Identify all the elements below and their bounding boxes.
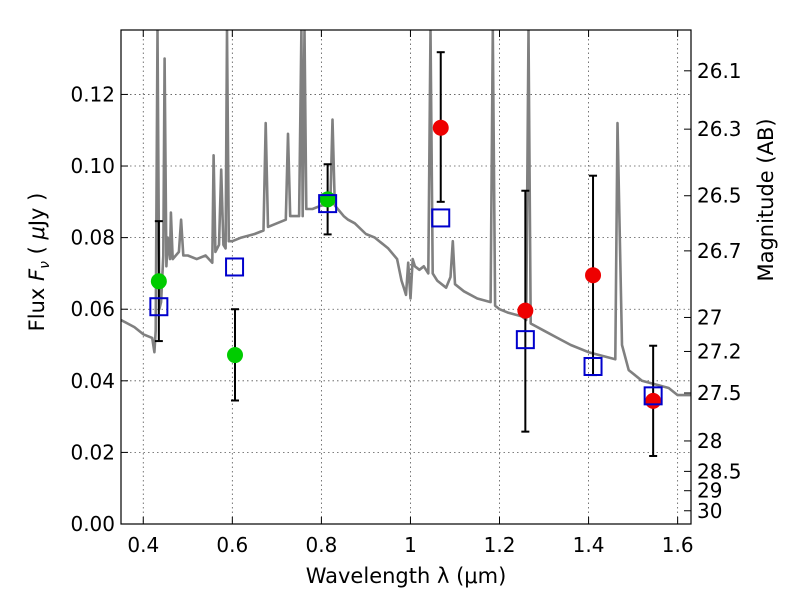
y2-tick-label: 27.5 xyxy=(697,381,742,405)
data-point-circle xyxy=(227,347,243,364)
data-point-square xyxy=(431,208,451,228)
axis-ticks xyxy=(121,30,691,525)
x-tick-label: 1.2 xyxy=(484,533,516,557)
y2-tick-label: 29 xyxy=(697,479,722,503)
y-tick-label: 0.00 xyxy=(70,512,115,536)
y2-tick-label: 30 xyxy=(697,499,722,523)
data-point-circle xyxy=(150,273,167,290)
data-point-square xyxy=(149,297,169,317)
data-point-circle xyxy=(517,302,534,319)
y2-tick-label: 27.2 xyxy=(697,339,742,363)
y2-tick-label: 28.5 xyxy=(697,459,742,483)
x-tick-label: 1.4 xyxy=(573,533,605,557)
x-tick-label: 1.6 xyxy=(662,533,694,557)
plot-area xyxy=(121,30,691,397)
data-point-square xyxy=(318,194,338,214)
y-tick-label: 0.10 xyxy=(70,154,115,178)
tick-labels: 0.4 0.6 0.8 1 1.2 1.4 1.6 0.00 0.02 0.04 0.06 0.08 0… xyxy=(70,59,741,557)
x-tick-label: 1 xyxy=(404,533,417,557)
x-tick-label: 0.8 xyxy=(305,533,337,557)
y-tick-label: 0.04 xyxy=(70,369,115,393)
data-point-square xyxy=(225,257,245,277)
y2-tick-label: 26.7 xyxy=(697,239,742,263)
data-point-circle xyxy=(585,267,602,284)
data-point-circle xyxy=(432,119,449,136)
data-point-square xyxy=(643,386,663,406)
y-tick-label: 0.06 xyxy=(70,297,115,321)
y2-tick-label: 26.1 xyxy=(697,59,742,83)
y-axis-label: Flux Fν ( μJy ) xyxy=(25,193,53,332)
data-marks xyxy=(149,51,663,457)
y-tick-label: 0.02 xyxy=(70,440,115,464)
y-tick-label: 0.12 xyxy=(70,82,115,106)
model-spectrum-line xyxy=(121,30,691,397)
x-tick-label: 0.4 xyxy=(127,533,159,557)
data-point-circle xyxy=(319,191,336,208)
data-point-square xyxy=(583,356,603,376)
y2-axis-label: Magnitude (AB) xyxy=(754,118,778,281)
y2-tick-label: 26.5 xyxy=(697,184,742,208)
y2-tick-label: 27 xyxy=(697,305,722,329)
y2-tick-label: 28 xyxy=(697,429,722,453)
x-tick-label: 0.6 xyxy=(216,533,248,557)
data-point-circle xyxy=(645,392,662,409)
y2-tick-label: 26.3 xyxy=(697,117,742,141)
plot-frame xyxy=(120,29,692,525)
y-tick-label: 0.08 xyxy=(70,226,115,250)
data-point-square xyxy=(515,330,535,350)
x-axis-label: Wavelength λ (μm) xyxy=(306,564,507,588)
